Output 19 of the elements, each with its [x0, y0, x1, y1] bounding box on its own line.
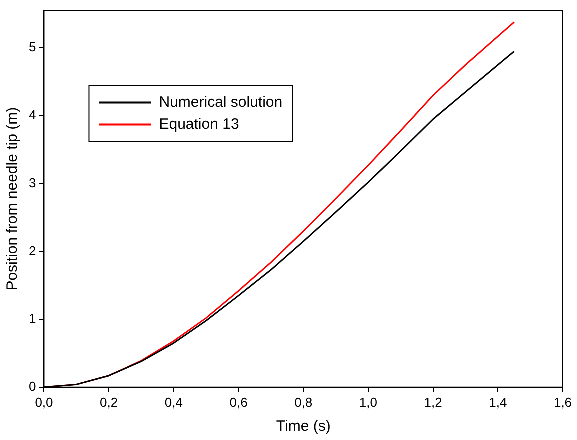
y-tick-label: 2 — [28, 243, 36, 258]
x-tick-label: 0,4 — [164, 394, 183, 410]
x-tick-label: 1,0 — [359, 394, 378, 410]
x-tick-label: 0,6 — [230, 394, 248, 410]
y-tick-label: 3 — [28, 175, 36, 190]
x-tick-label: 0,0 — [35, 394, 54, 410]
y-axis-title: Position from needle tip (m) — [4, 107, 22, 291]
legend-label: Numerical solution — [159, 94, 283, 111]
x-axis-title: Time (s) — [276, 418, 331, 436]
x-tick-label: 0,8 — [294, 394, 313, 410]
legend-label: Equation 13 — [159, 116, 240, 133]
x-tick-label: 1,4 — [489, 394, 508, 410]
y-tick-label: 1 — [28, 311, 36, 326]
x-tick-label: 1,2 — [424, 394, 442, 410]
y-tick-label: 5 — [28, 40, 36, 55]
y-tick-label: 0 — [28, 378, 36, 394]
x-tick-label: 1,6 — [554, 394, 572, 410]
y-tick-label: 4 — [28, 108, 36, 123]
x-tick-label: 0,2 — [100, 394, 118, 410]
